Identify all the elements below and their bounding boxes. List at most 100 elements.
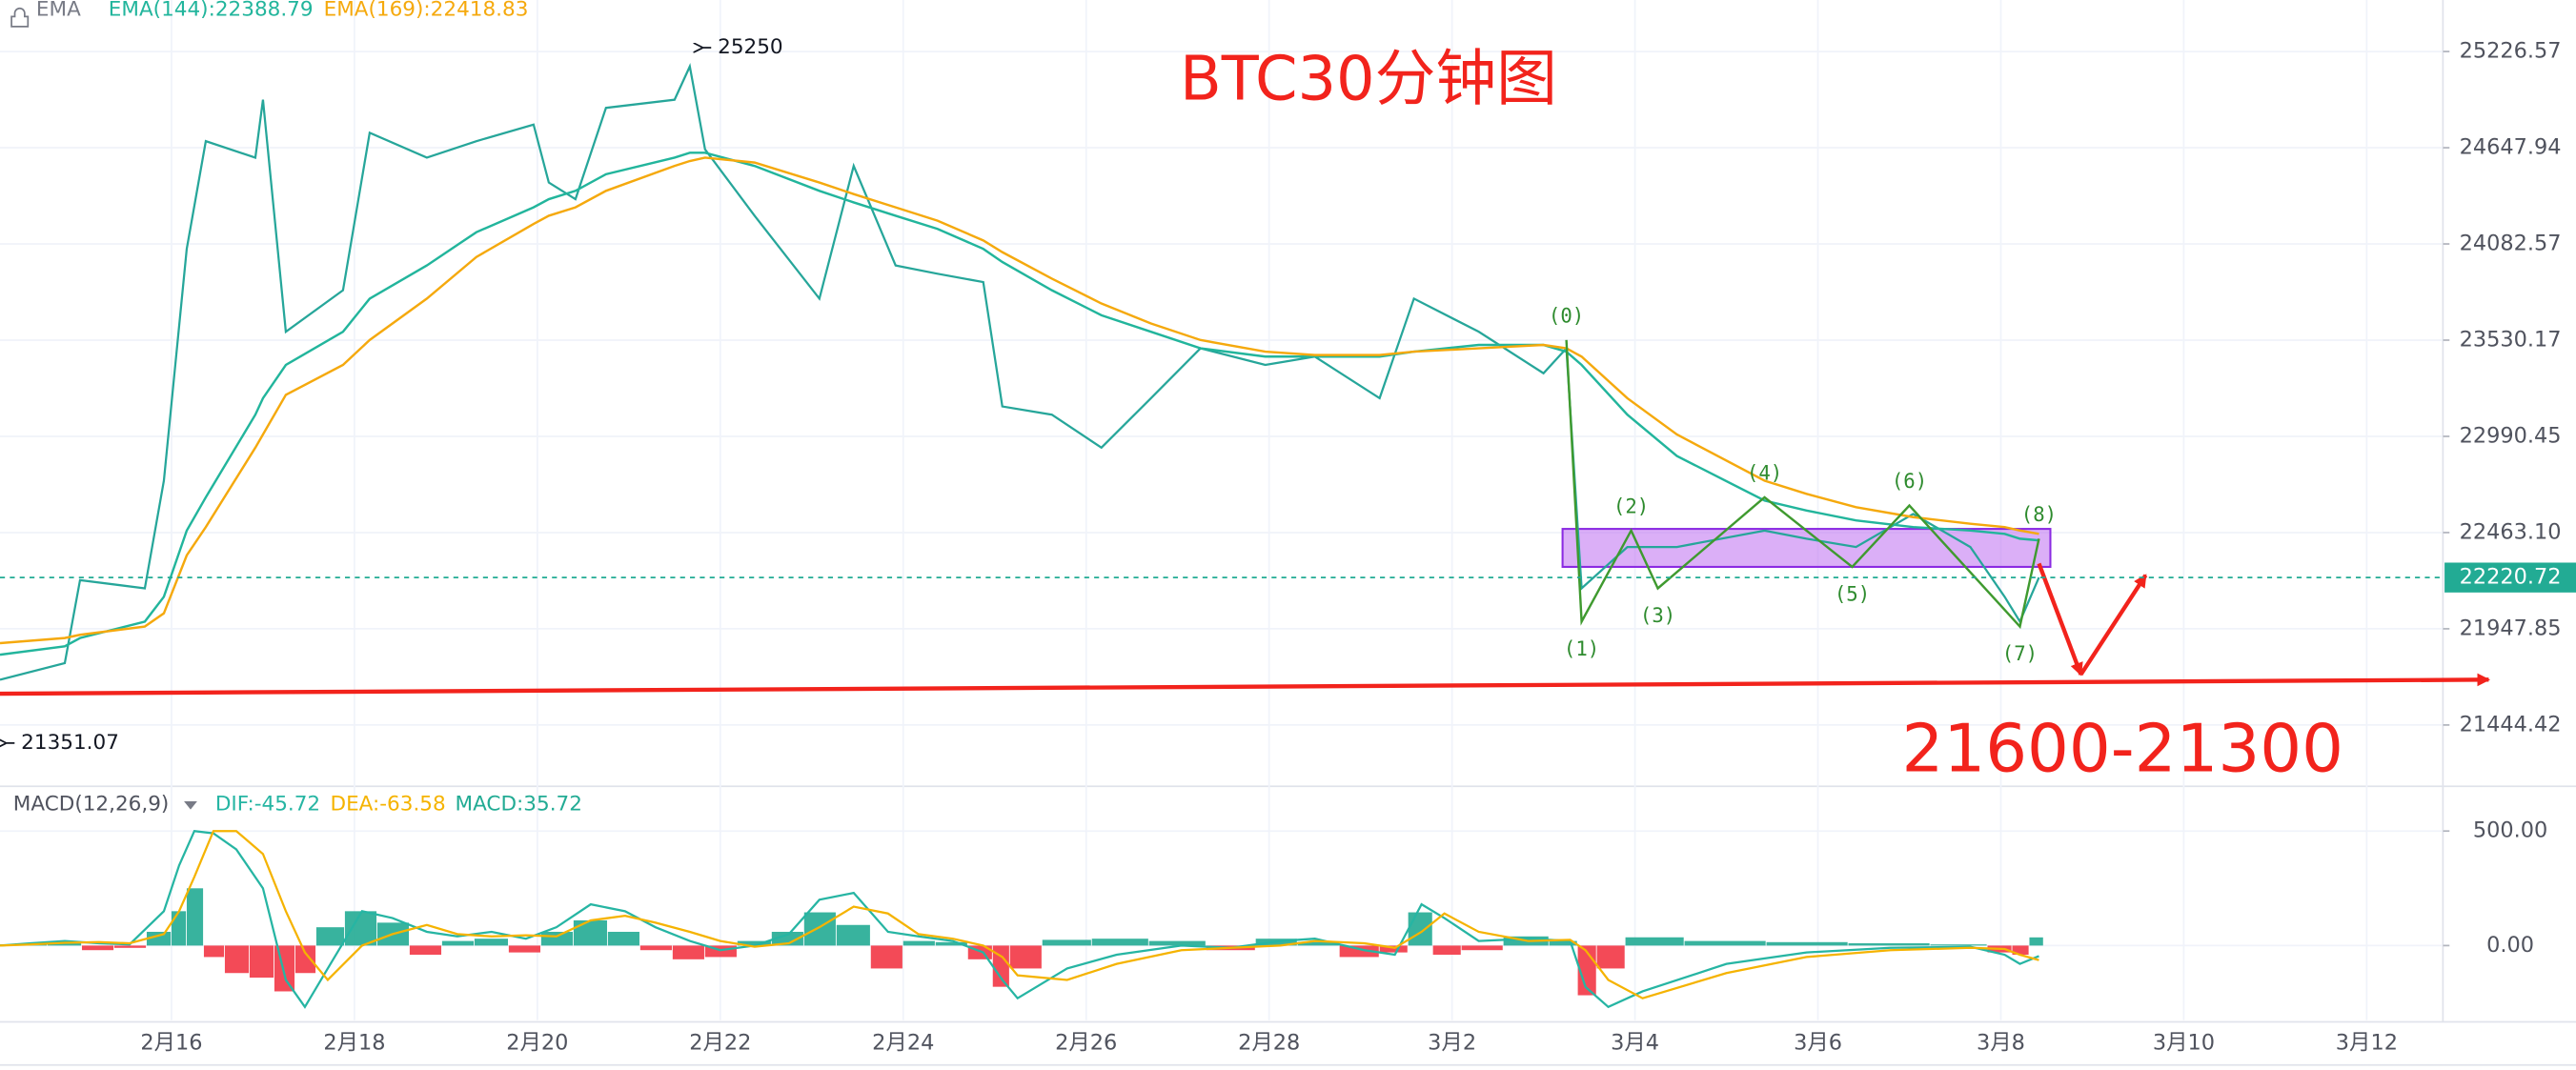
x-tick-label: 3月6 (1794, 1031, 1842, 1056)
x-tick-label: 3月2 (1428, 1031, 1476, 1056)
macd-line (0, 829, 2039, 1009)
histogram-bar (1432, 945, 1461, 956)
price-line (0, 63, 2040, 681)
dropdown-icon[interactable] (184, 800, 197, 810)
histogram-bar (2012, 945, 2029, 956)
wave-label: (8) (2021, 503, 2057, 526)
histogram-bar (294, 945, 316, 974)
histogram-bar (508, 945, 540, 953)
y-tick-label: 500.00 (2473, 818, 2547, 843)
labels: EMA BTC30分钟图 21600-21300 MACD(12,26,9) 2… (5, 0, 2576, 1056)
histogram-bar (474, 939, 509, 946)
projection-arrow (2079, 574, 2148, 676)
target-label: 21600-21300 (1901, 711, 2343, 787)
histogram-bar (1009, 945, 1042, 969)
histogram-bar (1930, 944, 1987, 946)
x-tick-label: 2月28 (1238, 1031, 1300, 1056)
histogram-bar (1596, 945, 1625, 969)
indicator-icon (10, 7, 30, 28)
y-tick-label: 0.00 (2486, 933, 2534, 958)
macd-line (0, 830, 2039, 999)
wave-label: (1) (1564, 637, 1599, 660)
histogram-bar (771, 931, 803, 946)
histogram-bar (935, 941, 967, 946)
x-tick-label: 3月10 (2153, 1031, 2215, 1056)
histogram-bar (344, 911, 377, 946)
histogram-bar (1091, 939, 1148, 946)
histogram-bar (409, 945, 442, 956)
histogram-bar (672, 945, 704, 959)
histogram-bar (203, 945, 225, 958)
histogram-bar (1766, 941, 1848, 946)
histogram-bar (1408, 912, 1432, 946)
wave-label: (4) (1747, 461, 1782, 484)
y-tick-label: 21947.85 (2460, 616, 2562, 640)
histogram-bar (274, 945, 295, 992)
x-tick-label: 2月24 (872, 1031, 934, 1056)
x-tick-label: 2月18 (323, 1031, 385, 1056)
legend-entry: DIF:-45.72 (215, 792, 320, 816)
histogram-bar (1148, 940, 1206, 946)
ema-line (0, 156, 2039, 645)
y-tick-label: 25226.57 (2460, 39, 2562, 64)
low-label: 21351.07 (21, 731, 119, 755)
histogram-bar (1625, 937, 1684, 946)
histogram-bar (249, 945, 274, 979)
wave-label: (2) (1613, 495, 1649, 517)
x-tick-label: 2月20 (506, 1031, 568, 1056)
histogram-bar (1297, 941, 1339, 946)
histogram-bar (903, 940, 935, 946)
histogram-bar (1461, 945, 1503, 951)
histogram-bar (441, 940, 475, 946)
high-label: 25250 (718, 35, 783, 59)
histogram-bar (1339, 945, 1379, 958)
wave-label: (5) (1835, 582, 1870, 605)
chart-title: BTC30分钟图 (1180, 44, 1557, 114)
histogram-bar (224, 945, 250, 974)
ema-line (0, 151, 2039, 656)
y-tick-label: 22463.10 (2460, 519, 2562, 544)
legend-entry: MACD:35.72 (456, 792, 582, 816)
histogram-bar (607, 931, 639, 946)
last-price-box (2444, 562, 2576, 593)
legend-entry: EMA(144):22388.79 (109, 0, 314, 22)
histogram-bar (540, 931, 573, 946)
histogram-bar (573, 919, 607, 946)
wave-label: (0) (1549, 304, 1584, 327)
plot (0, 63, 2491, 1009)
histogram-bar (146, 931, 172, 946)
histogram-bar (315, 927, 345, 946)
wave-label: (6) (1892, 470, 1927, 493)
projection-arrow (2037, 562, 2083, 676)
histogram-bar (639, 945, 672, 951)
histogram-bar (81, 945, 114, 951)
last-price-label: 22220.72 (2460, 565, 2562, 590)
histogram-bar (113, 945, 147, 948)
histogram-bar (1848, 942, 1930, 946)
x-tick-label: 2月22 (689, 1031, 751, 1056)
x-tick-label: 2月26 (1055, 1031, 1117, 1056)
support-arrow (0, 673, 2491, 697)
histogram-bar (992, 945, 1009, 987)
legend-entry: DEA:-63.58 (330, 792, 445, 816)
wave-label: (3) (1640, 604, 1675, 627)
y-tick-label: 24647.94 (2460, 134, 2562, 159)
indicator-label: EMA (36, 0, 81, 22)
histogram-bar (803, 912, 836, 946)
histogram-bar (171, 911, 187, 946)
histogram-bar (186, 888, 204, 946)
y-tick-label: 23530.17 (2460, 327, 2562, 352)
y-tick-label: 24082.57 (2460, 231, 2562, 255)
histogram-bar (2029, 937, 2043, 946)
histogram-bar (1549, 940, 1577, 946)
histogram-bar (1379, 945, 1408, 953)
y-tick-label: 22990.45 (2460, 423, 2562, 448)
macd-title: MACD(12,26,9) (13, 792, 170, 816)
histogram-bar (836, 924, 870, 946)
histogram-bar (1042, 939, 1091, 946)
x-tick-label: 3月8 (1977, 1031, 2025, 1056)
x-tick-label: 3月12 (2336, 1031, 2398, 1056)
